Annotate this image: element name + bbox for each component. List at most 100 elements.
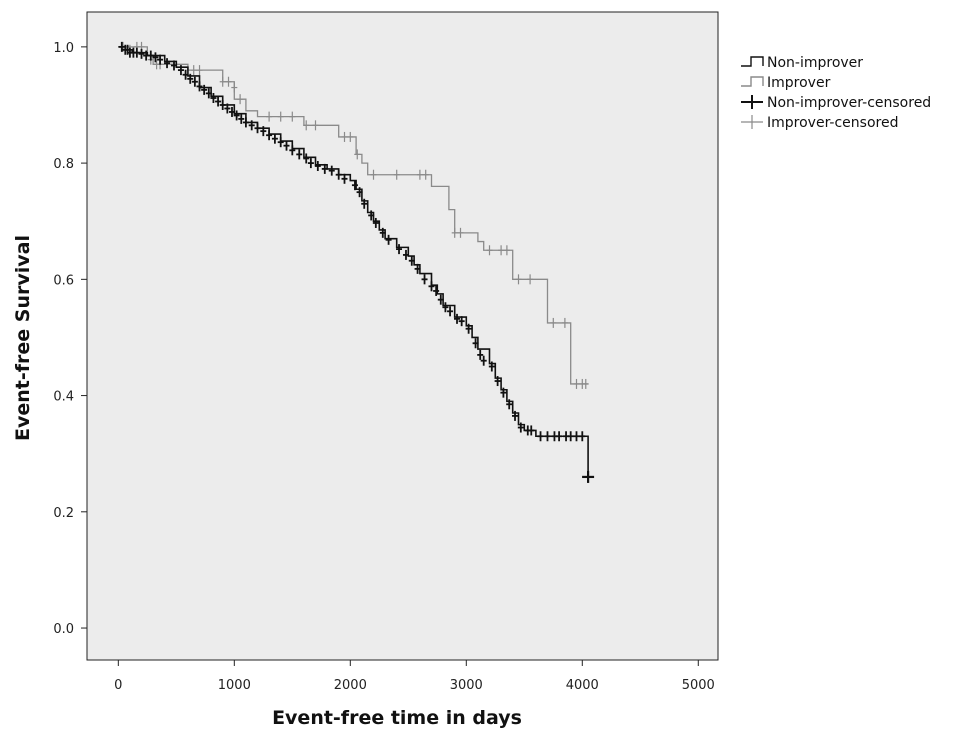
censor-mark [437,294,444,305]
censor-mark [561,317,568,328]
censor-mark [527,274,534,285]
y-axis-title: Event-free Survival [12,235,34,441]
x-tick-label: 5000 [682,678,715,693]
series-layer [118,41,595,483]
censor-mark [237,94,244,105]
censor-mark [147,50,154,61]
censor-mark [517,422,524,433]
censor-mark [196,65,203,76]
censor-mark [314,161,321,172]
censor-mark [472,338,479,349]
series-improver [118,41,589,389]
censor-mark [341,173,348,184]
censor-mark [582,378,589,389]
x-tick-label: 2000 [334,678,367,693]
censor-mark [573,378,580,389]
censor-mark [347,131,354,142]
censor-mark [488,361,495,372]
censor-mark [582,470,595,483]
y-tick-label: 0.6 [53,273,74,288]
censor-mark [205,88,212,99]
censor-mark [356,187,363,198]
legend: Non-improver Improver Non-improver-censore… [741,55,931,131]
censor-mark [238,113,245,124]
censor-mark [573,431,580,442]
censor-mark [225,76,232,87]
censor-mark [447,306,454,317]
plot-area [86,11,719,661]
censor-mark [215,96,222,107]
censor-mark [228,106,235,117]
censor-mark [266,111,273,122]
censor-mark [190,65,197,76]
censor-mark [396,244,403,255]
censor-mark [550,317,557,328]
censor-mark [451,227,458,238]
y-tick-label: 0.8 [53,157,74,172]
y-tick-label: 0.2 [53,506,74,521]
censor-mark [133,47,140,58]
censor-mark [177,65,184,76]
censor-mark [170,60,177,71]
censor-mark [500,387,507,398]
censor-mark [303,120,310,131]
censor-mark [219,76,226,87]
censor-mark [421,274,428,285]
censor-mark [138,48,145,59]
censor-mark [361,198,368,209]
y-tick-label: 0.0 [53,622,74,637]
censor-mark [341,131,348,142]
ticks-layer: 0 1000 2000 3000 4000 5000 0.0 0.2 0.4 0.6 0.8 1.0 [53,41,715,693]
x-tick-label: 4000 [566,678,599,693]
censor-mark [428,281,435,292]
y-tick-label: 1.0 [53,41,74,56]
censor-mark [408,255,415,266]
censor-mark [164,58,171,69]
censor-mark [307,158,314,169]
censor-mark [506,399,513,410]
censor-mark [210,93,217,104]
series-non-improver [118,41,595,483]
y-tick-label: 0.4 [53,390,74,405]
censor-mark [433,285,440,296]
censor-mark [260,126,267,137]
censor-mark [442,302,449,313]
censor-mark [368,210,375,221]
censor-mark [477,349,484,360]
censor-mark [385,234,392,245]
censor-mark [422,169,429,180]
censor-mark [196,81,203,92]
censor-mark [271,133,278,144]
censor-mark [379,227,386,238]
legend-label: Non-improver [767,55,863,71]
censor-mark [402,249,409,260]
censor-mark [393,169,400,180]
censor-mark [312,120,319,131]
censor-mark [458,316,465,327]
censor-mark [457,227,464,238]
censor-mark [118,41,125,52]
x-tick-label: 1000 [218,678,251,693]
censor-mark [254,123,261,134]
censor-mark [486,245,493,256]
censor-mark [567,431,574,442]
censor-mark [248,120,255,131]
censor-mark [494,376,501,387]
censor-mark [321,163,328,174]
censor-mark [277,111,284,122]
x-axis-title: Event-free time in days [272,707,522,729]
censor-mark [370,169,377,180]
censor-mark [416,169,423,180]
censor-mark [480,355,487,366]
censor-mark [351,180,358,191]
censor-mark [303,153,310,164]
censor-mark [515,274,522,285]
censor-mark [187,73,194,84]
legend-label: Improver [767,75,831,91]
censor-mark [266,130,273,141]
censor-mark [289,145,296,156]
censor-mark [296,149,303,160]
censor-mark [289,111,296,122]
censor-mark [335,169,342,180]
